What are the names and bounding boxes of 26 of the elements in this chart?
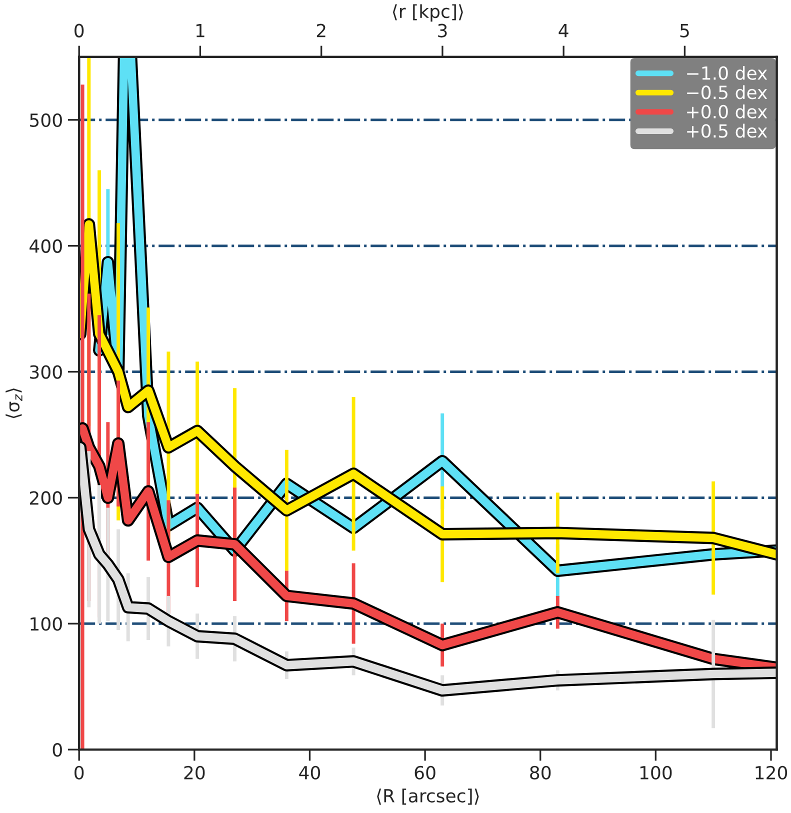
x-tick-label: 20 (184, 766, 205, 780)
x2-tick-label: 5 (680, 24, 689, 38)
x-tick-label: 120 (756, 766, 788, 780)
legend-label: −1.0 dex (687, 66, 768, 80)
x2-axis-title: ⟨r [kpc]⟩ (392, 4, 463, 22)
x-tick-label: 100 (640, 766, 672, 780)
y-tick-label: 100 (30, 617, 62, 631)
legend-label: −0.5 dex (687, 85, 768, 100)
y-tick-label: 0 (52, 743, 62, 757)
x2-tick-label: 2 (316, 24, 326, 38)
x-tick-label: 0 (74, 766, 84, 780)
y-tick-label: 400 (30, 239, 62, 253)
x2-tick-label: 3 (438, 24, 447, 38)
y-axis-title: ⟨σ$_{z}$⟩ (6, 388, 22, 418)
x2-tick-label: 1 (196, 24, 204, 38)
y-tick-label: 200 (30, 491, 62, 505)
x-axis-title: ⟨R [arcsec]⟩ (377, 788, 479, 805)
x-tick-label: 80 (530, 766, 551, 780)
y-tick-label: 300 (30, 365, 62, 379)
legend-label: +0.5 dex (687, 124, 768, 138)
x2-tick-label: 0 (74, 24, 84, 38)
x2-tick-label: 4 (558, 24, 568, 38)
x-tick-label: 40 (299, 766, 320, 780)
legend-label: +0.0 dex (687, 104, 768, 118)
x-tick-label: 60 (414, 766, 436, 780)
y-tick-label: 500 (30, 113, 62, 127)
